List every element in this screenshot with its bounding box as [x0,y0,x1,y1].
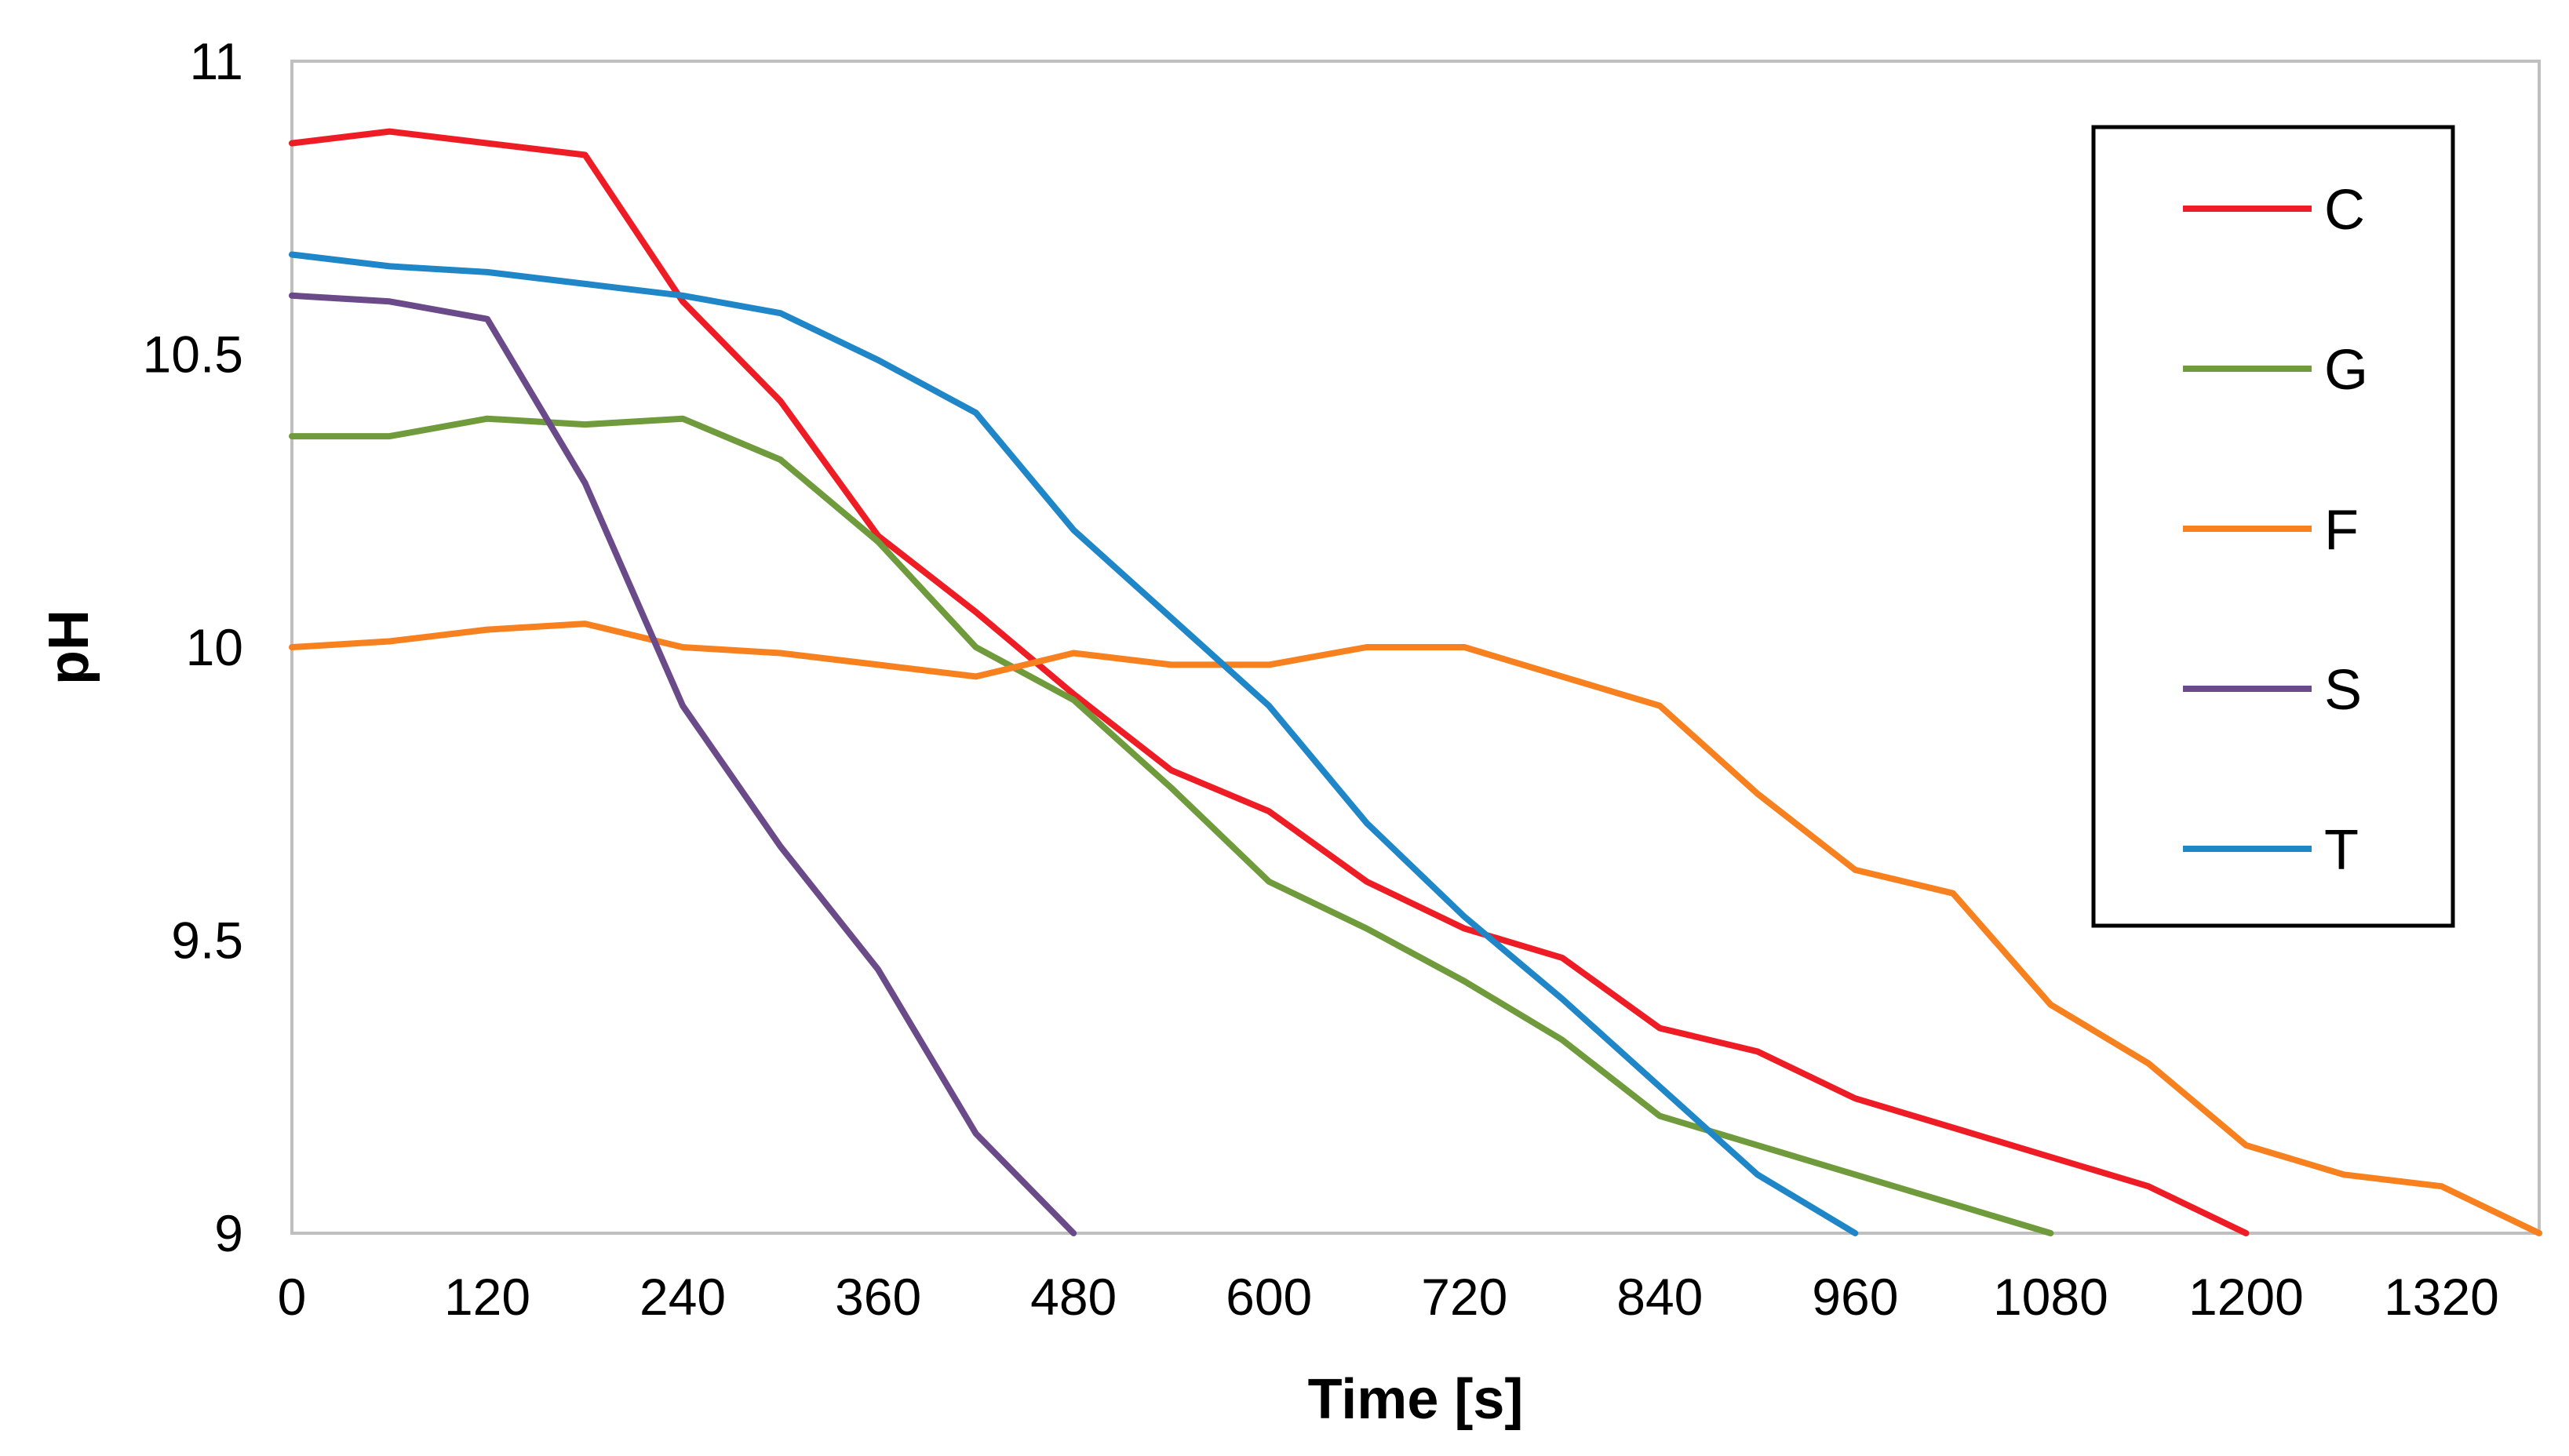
series-line-f [289,621,2542,1236]
legend-label-s: S [2324,659,2362,722]
legend: C G F S T [2091,125,2455,928]
x-tick-label: 360 [835,1268,921,1326]
legend-label-f: F [2324,499,2359,562]
series-line-s [289,292,1077,1236]
legend-label-c: C [2324,179,2365,242]
y-axis-ticks: 9 9.5 10 10.5 11 [143,32,243,1262]
series-line-t [289,251,1859,1236]
series-line-c [289,128,2250,1236]
y-tick-label: 11 [189,32,243,90]
series-lines [289,128,2542,1236]
x-tick-label: 1200 [2188,1268,2304,1326]
y-tick-label: 10 [186,618,243,676]
x-tick-label: 840 [1616,1268,1703,1326]
x-tick-label: 0 [278,1268,307,1326]
x-tick-label: 1320 [2384,1268,2499,1326]
x-axis-title: Time [s] [1308,1368,1524,1431]
x-tick-label: 1080 [1993,1268,2108,1326]
y-tick-label: 9.5 [171,912,243,970]
x-tick-label: 480 [1030,1268,1117,1326]
legend-label-g: G [2324,339,2368,402]
y-tick-label: 10.5 [143,326,243,384]
y-tick-label: 9 [214,1204,243,1262]
x-tick-label: 720 [1421,1268,1507,1326]
x-tick-label: 960 [1812,1268,1898,1326]
x-tick-label: 120 [444,1268,530,1326]
x-tick-label: 600 [1226,1268,1312,1326]
legend-label-t: T [2324,819,2359,882]
series-line-g [289,415,2054,1236]
y-axis-title: pH [38,610,100,685]
x-tick-label: 240 [640,1268,726,1326]
x-axis-ticks: 0 120 240 360 480 600 720 840 960 1080 1200 1320 [278,1268,2499,1326]
